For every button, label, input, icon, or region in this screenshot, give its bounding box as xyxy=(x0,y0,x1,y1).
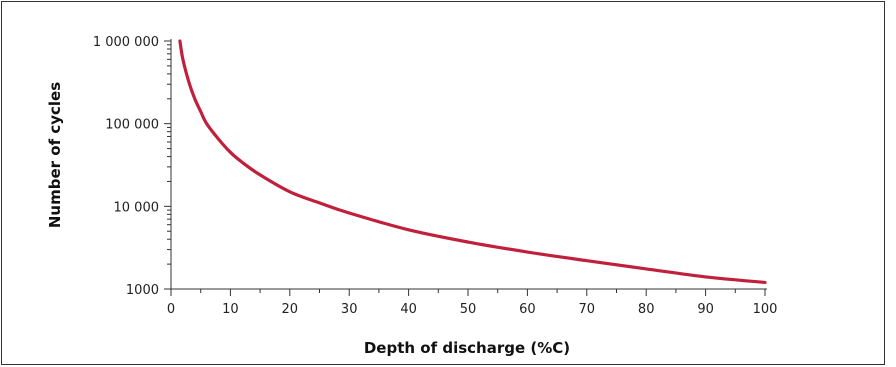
x-tick-label: 50 xyxy=(460,302,477,317)
x-tick-label: 0 xyxy=(167,302,175,317)
x-tick-label: 10 xyxy=(222,302,239,317)
x-tick-label: 90 xyxy=(697,302,714,317)
x-tick-label: 80 xyxy=(638,302,655,317)
y-tick-label: 100 000 xyxy=(105,118,159,133)
chart-frame xyxy=(1,1,885,365)
y-axis-title: Number of cycles xyxy=(46,82,64,228)
x-tick-label: 60 xyxy=(519,302,536,317)
y-tick-label: 1000 xyxy=(126,283,159,298)
x-tick-label: 70 xyxy=(579,302,596,317)
x-tick-label: 30 xyxy=(341,302,358,317)
x-tick-label: 40 xyxy=(400,302,417,317)
y-tick-label: 10 000 xyxy=(114,200,160,215)
cycles-curve-line xyxy=(178,39,767,285)
x-tick-label: 20 xyxy=(282,302,299,317)
series-layer xyxy=(178,39,767,285)
axes-layer: 0 10 20 30 40 50 60 70 80 90 100 1000 10 000 100 000 1… xyxy=(93,35,778,317)
y-tick-label: 1 000 000 xyxy=(93,35,159,50)
x-axis-title: Depth of discharge (%C) xyxy=(364,339,570,357)
x-tick-label: 100 xyxy=(753,302,778,317)
